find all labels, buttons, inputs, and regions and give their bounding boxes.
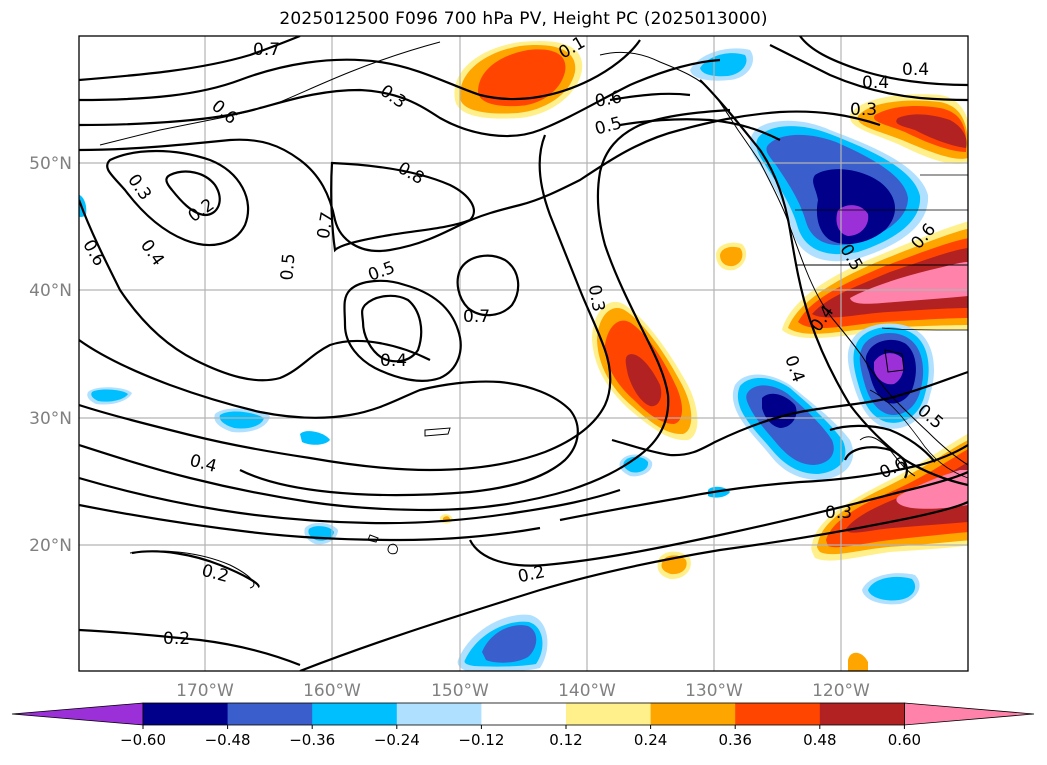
lat-label: 50°N	[29, 154, 72, 174]
colorbar-tick-label: 0.48	[803, 731, 836, 749]
contour-label: 0.4	[862, 73, 889, 93]
colorbar-tick-label: 0.60	[888, 731, 921, 749]
contour-label: 0.7	[463, 307, 490, 327]
lon-label: 170°W	[176, 681, 234, 701]
colorbar-segment	[819, 703, 905, 725]
colorbar-tick-label: 0.36	[718, 731, 751, 749]
height-contours	[79, 36, 968, 671]
colorbar-extend-min	[11, 702, 144, 726]
colorbar-extend-max	[904, 702, 1035, 726]
contour-label: 0.3	[584, 283, 608, 313]
longitude-labels: 170°W 160°W 150°W 140°W 130°W 120°W	[176, 681, 870, 701]
lon-label: 130°W	[685, 681, 743, 701]
colorbar-tick-label: −0.48	[205, 731, 251, 749]
colorbar-segment	[143, 703, 229, 725]
contour-label: 0.3	[850, 100, 877, 120]
contour-label: 0.7	[253, 40, 280, 60]
contour-label: 0.4	[902, 60, 929, 80]
colorbar-segment	[312, 703, 398, 725]
contour-label: 0.6	[593, 87, 623, 111]
pv-anomaly-fills	[79, 40, 968, 671]
map-title: 2025012500 F096 700 hPa PV, Height PC (2…	[279, 9, 768, 29]
lat-label: 30°N	[29, 409, 72, 429]
colorbar: −0.60 −0.48 −0.36 −0.24 −0.12 0.12 0.24 0.36 0.4…	[11, 702, 1035, 749]
lon-label: 120°W	[812, 681, 870, 701]
contour-label: 0.5	[277, 253, 299, 282]
colorbar-segment	[650, 703, 736, 725]
colorbar-tick-label: 0.12	[549, 731, 582, 749]
contour-label: 0.2	[163, 629, 190, 649]
colorbar-segment	[566, 703, 652, 725]
colorbar-segment	[735, 703, 821, 725]
contour-label: 0.7	[314, 210, 338, 240]
contour-label: 0.3	[825, 503, 852, 523]
contour-label: 0.4	[380, 351, 407, 371]
colorbar-tick-label: −0.12	[458, 731, 504, 749]
colorbar-segment	[481, 703, 567, 725]
colorbar-tick-label: 0.24	[634, 731, 667, 749]
colorbar-tick-label: −0.24	[374, 731, 420, 749]
lon-label: 160°W	[303, 681, 361, 701]
lon-label: 150°W	[431, 681, 489, 701]
colorbar-segment	[227, 703, 313, 725]
colorbar-tick-label: −0.36	[289, 731, 335, 749]
latitude-labels: 50°N 40°N 30°N 20°N	[29, 154, 72, 556]
map-frame	[78, 35, 969, 672]
lat-label: 40°N	[29, 281, 72, 301]
lon-label: 140°W	[558, 681, 616, 701]
colorbar-frame	[142, 702, 905, 726]
colorbar-tick-label: −0.60	[120, 731, 166, 749]
lat-label: 20°N	[29, 536, 72, 556]
colorbar-segment	[396, 703, 482, 725]
